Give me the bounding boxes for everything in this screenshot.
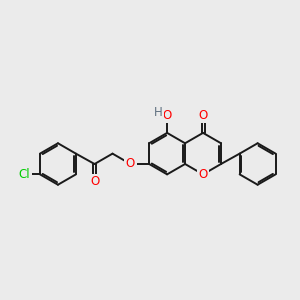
Text: Cl: Cl — [19, 168, 30, 181]
Text: H: H — [154, 106, 163, 119]
Text: O: O — [198, 109, 208, 122]
Text: O: O — [163, 109, 172, 122]
Text: O: O — [198, 168, 208, 181]
Text: O: O — [126, 158, 135, 170]
Text: O: O — [90, 175, 99, 188]
